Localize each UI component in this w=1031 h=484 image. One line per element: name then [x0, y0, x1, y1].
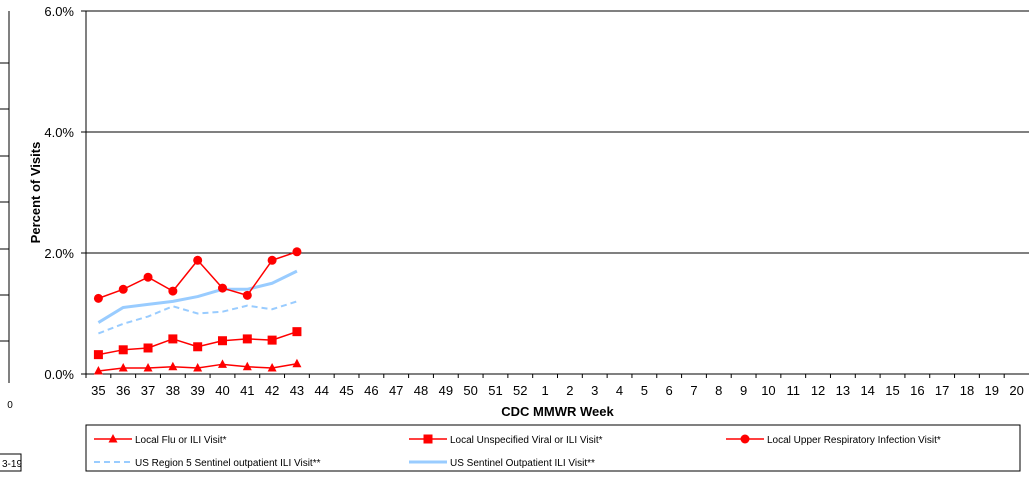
y-axis-title: Percent of Visits: [28, 142, 43, 244]
legend-entry: Local Unspecified Viral or ILI Visit*: [409, 434, 603, 446]
legend-label: Local Flu or ILI Visit*: [135, 435, 227, 446]
data-point: [217, 283, 227, 293]
x-tick-label: 8: [715, 383, 722, 398]
x-tick-label: 45: [339, 383, 353, 398]
legend-entry: Local Upper Respiratory Infection Visit*: [726, 434, 941, 446]
x-tick-label: 15: [885, 383, 899, 398]
x-tick-label: 4: [616, 383, 623, 398]
x-tick-label: 9: [740, 383, 747, 398]
legend-entry: US Sentinel Outpatient ILI Visit**: [409, 458, 595, 469]
legend-label: US Region 5 Sentinel outpatient ILI Visi…: [135, 458, 321, 469]
legend-marker: [108, 434, 118, 443]
left-chart-legend-text: 3-19: [2, 459, 22, 470]
data-point: [267, 335, 277, 345]
data-point: [292, 358, 302, 368]
x-tick-label: 7: [690, 383, 697, 398]
y-tick-label: 0.0%: [44, 367, 74, 382]
x-tick-label: 6: [666, 383, 673, 398]
x-tick-label: 36: [116, 383, 130, 398]
x-tick-label: 2: [566, 383, 573, 398]
data-point: [193, 342, 203, 352]
x-tick-label: 46: [364, 383, 378, 398]
legend-marker: [740, 434, 750, 444]
data-point: [193, 362, 203, 372]
data-point: [168, 286, 178, 296]
legend-label: Local Unspecified Viral or ILI Visit*: [450, 435, 603, 446]
legend-entry: US Region 5 Sentinel outpatient ILI Visi…: [94, 458, 321, 469]
x-tick-label: 5: [641, 383, 648, 398]
legend-marker: [423, 434, 433, 444]
x-tick-label: 44: [315, 383, 329, 398]
data-point: [292, 247, 302, 257]
series-group: [93, 327, 302, 360]
data-point: [217, 336, 227, 346]
series-group: [97, 269, 298, 324]
x-tick-label: 51: [488, 383, 502, 398]
data-point: [93, 293, 103, 303]
data-point: [292, 327, 302, 337]
x-tick-label: 37: [141, 383, 155, 398]
x-tick-label: 35: [91, 383, 105, 398]
x-tick-label: 17: [935, 383, 949, 398]
data-point: [242, 334, 252, 344]
x-tick-label: 48: [414, 383, 428, 398]
x-tick-label: 20: [1009, 383, 1023, 398]
legend-box: [85, 424, 1021, 472]
data-point: [267, 255, 277, 265]
data-point: [242, 290, 252, 300]
x-tick-label: 39: [190, 383, 204, 398]
x-tick-label: 40: [215, 383, 229, 398]
data-point: [267, 362, 277, 372]
x-tick-label: 13: [836, 383, 850, 398]
series-line: [98, 300, 298, 335]
x-tick-label: 52: [513, 383, 527, 398]
data-point: [193, 255, 203, 265]
x-tick-label: 1: [541, 383, 548, 398]
data-point: [168, 361, 178, 371]
x-axis-title: CDC MMWR Week: [501, 404, 614, 419]
y-tick-label: 6.0%: [44, 4, 74, 19]
x-tick-label: 19: [985, 383, 999, 398]
x-tick-label: 18: [960, 383, 974, 398]
x-tick-label: 47: [389, 383, 403, 398]
left-chart-legend-box: [0, 453, 22, 472]
data-point: [93, 365, 103, 375]
x-tick-label: 10: [761, 383, 775, 398]
x-tick-label: 3: [591, 383, 598, 398]
x-tick-label: 14: [860, 383, 874, 398]
data-point: [118, 345, 128, 355]
x-tick-label: 42: [265, 383, 279, 398]
data-point: [93, 350, 103, 360]
y-tick-label: 4.0%: [44, 125, 74, 140]
x-tick-label: 50: [463, 383, 477, 398]
data-point: [118, 284, 128, 294]
series-group: [98, 300, 298, 335]
data-point: [168, 334, 178, 344]
x-tick-label: 11: [787, 383, 801, 398]
series-line: [97, 269, 298, 324]
data-point: [143, 272, 153, 282]
legend-label: Local Upper Respiratory Infection Visit*: [767, 435, 941, 446]
data-point: [242, 361, 252, 371]
x-tick-label: 43: [290, 383, 304, 398]
data-point: [143, 362, 153, 372]
series-group: [93, 358, 302, 375]
legend-entry: Local Flu or ILI Visit*: [94, 434, 227, 446]
x-tick-label: 49: [439, 383, 453, 398]
x-tick-label: 41: [240, 383, 254, 398]
x-tick-label: 12: [811, 383, 825, 398]
data-point: [217, 359, 227, 368]
y-tick-label: 2.0%: [44, 246, 74, 261]
left-chart-tick-label: 0: [7, 400, 13, 411]
series-group: [93, 247, 302, 303]
x-tick-label: 38: [166, 383, 180, 398]
legend-label: US Sentinel Outpatient ILI Visit**: [450, 458, 595, 469]
data-point: [143, 343, 153, 353]
x-tick-label: 16: [910, 383, 924, 398]
data-point: [118, 362, 128, 372]
